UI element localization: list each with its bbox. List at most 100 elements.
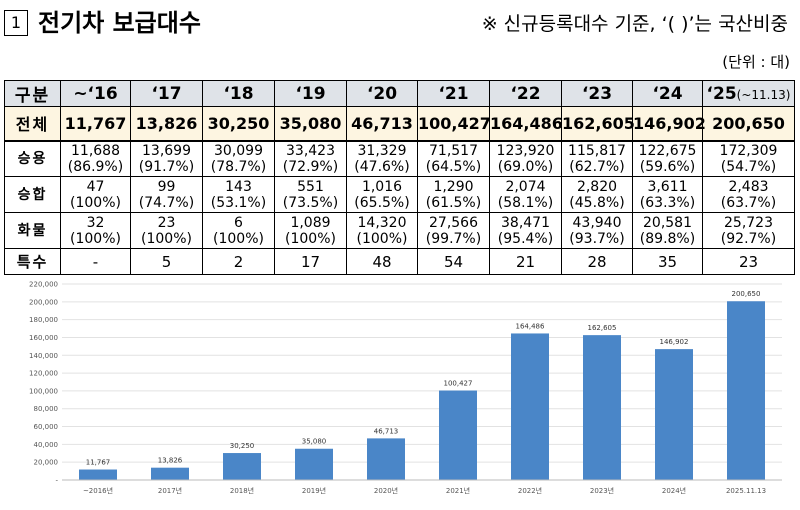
cell-value: 2,483 (728, 178, 769, 195)
table-cell: 551 (73.5%) (274, 176, 347, 213)
table-cell: 54 (417, 248, 490, 275)
table-cell: 35,080 (274, 106, 347, 141)
data-label: 162,605 (588, 324, 617, 332)
total-row: 전체 11,767 13,826 30,250 35,080 46,713 100,427 1… (4, 106, 795, 141)
cell-value: 25,723 (724, 214, 773, 231)
y-tick-label: 200,000 (29, 298, 58, 306)
bar (655, 349, 693, 480)
table-cell: 13,826 (130, 106, 203, 141)
column-header: ‘22 (489, 80, 562, 107)
column-header: ‘19 (274, 80, 347, 107)
table-cell: 28 (561, 248, 633, 275)
table-cell: 43,940 (93.7%) (561, 212, 633, 249)
ev-stats-table: 구분 ~‘16 ‘17 ‘18 ‘19 ‘20 ‘21 ‘22 ‘23 ‘24 … (4, 80, 795, 275)
data-label: 164,486 (516, 322, 545, 330)
column-header-suffix: (~11.13) (736, 87, 791, 102)
row-label: 전체 (4, 106, 61, 141)
table-cell: 3,611 (63.3%) (632, 176, 703, 213)
bar (295, 448, 333, 480)
cell-share: (63.3%) (639, 194, 696, 211)
section-title: 전기차 보급대수 (38, 9, 201, 37)
cell-value: 99 (157, 178, 176, 195)
table-cell: 1,016 (65.5%) (346, 176, 418, 213)
cell-value: 172,309 (719, 142, 778, 159)
y-tick-label: 180,000 (29, 316, 58, 324)
table-cell: 143 (53.1%) (202, 176, 275, 213)
table-cell: 38,471 (95.4%) (489, 212, 562, 249)
row-label: 화물 (4, 212, 61, 249)
table-cell: 25,723 (92.7%) (702, 212, 795, 249)
bar (511, 333, 549, 480)
cell-value: 551 (297, 178, 324, 195)
x-tick-label: 2025.11.13 (726, 487, 766, 495)
cell-share: (86.9%) (67, 158, 124, 175)
y-tick-label: 100,000 (29, 387, 58, 395)
table-cell: 11,688 (86.9%) (60, 140, 131, 177)
van-row: 승합 47 (100%) 99 (74.7%) 143 (53.1%) 551 (73.5%) 1… (4, 176, 795, 213)
table-cell: 1,089 (100%) (274, 212, 347, 249)
y-tick-label: 80,000 (34, 405, 59, 413)
truck-row: 화물 32 (100%) 23 (100%) 6 (100%) 1,089 (100%) 14,3… (4, 212, 795, 249)
data-label: 35,080 (302, 438, 327, 446)
cell-value: 1,290 (433, 178, 474, 195)
cell-value: 115,817 (568, 142, 626, 159)
cell-value: 13,699 (142, 142, 191, 159)
cell-value: 71,517 (429, 142, 478, 159)
bar (439, 390, 477, 480)
column-header: ~‘16 (60, 80, 131, 107)
table-cell: 164,486 (489, 106, 563, 141)
row-label: 승용 (4, 140, 61, 177)
passenger-row: 승용 11,688 (86.9%) 13,699 (91.7%) 30,099 (78.7%… (4, 140, 795, 177)
cell-share: (45.8%) (569, 194, 625, 211)
cell-value: 32 (86, 214, 105, 231)
cell-share: (64.5%) (425, 158, 482, 175)
y-tick-label: 20,000 (34, 459, 59, 467)
cell-share: (47.6%) (354, 158, 410, 175)
x-tick-label: 2022년 (518, 486, 542, 495)
corner-header: 구분 (4, 80, 61, 107)
cell-share: (92.7%) (720, 230, 777, 247)
cell-share: (93.7%) (569, 230, 625, 247)
bar-chart-svg: - 20,000 40,000 60,000 80,000 100,000 120,000 1… (29, 281, 782, 495)
table-cell: 2,820 (45.8%) (561, 176, 633, 213)
table-cell: 2,483 (63.7%) (702, 176, 795, 213)
data-label: 30,250 (230, 442, 255, 450)
cell-value: 38,471 (501, 214, 550, 231)
cell-value: 2,820 (576, 178, 618, 195)
cell-share: (100%) (285, 230, 336, 247)
y-tick-label: 140,000 (29, 352, 58, 360)
row-label: 승합 (4, 176, 61, 213)
cell-share: (100%) (141, 230, 192, 247)
table-cell: 14,320 (100%) (346, 212, 418, 249)
table-cell: 47 (100%) (60, 176, 131, 213)
table-cell: 99 (74.7%) (130, 176, 203, 213)
cell-share: (100%) (70, 194, 121, 211)
column-header: ‘21 (417, 80, 490, 107)
special-row: 특수 -5 2 17 48 54 21 28 35 23 (4, 248, 795, 275)
table-cell: 17 (274, 248, 347, 275)
basis-note: ※ 신규등록대수 기준, ‘( )’는 국산비중 (481, 13, 788, 35)
cell-value: 31,329 (357, 142, 407, 159)
y-tick-label: - (55, 477, 58, 485)
cell-share: (65.5%) (354, 194, 410, 211)
column-header: ‘18 (202, 80, 275, 107)
table-cell: 30,099 (78.7%) (202, 140, 275, 177)
column-header: ‘17 (130, 80, 203, 107)
cell-value: 30,099 (214, 142, 263, 159)
table-cell: 123,920 (69.0%) (489, 140, 562, 177)
bar (79, 469, 117, 480)
table-cell: 122,675 (59.6%) (632, 140, 703, 177)
y-tick-label: 220,000 (29, 281, 58, 289)
table-cell: 100,427 (417, 106, 491, 141)
cell-share: (69.0%) (497, 158, 554, 175)
column-header: ‘24 (632, 80, 703, 107)
y-tick-label: 160,000 (29, 334, 58, 342)
cell-share: (53.1%) (210, 194, 267, 211)
section-number: 1 (4, 10, 28, 36)
cell-value: 143 (225, 178, 252, 195)
cell-share: (72.9%) (282, 158, 339, 175)
cell-value: 33,423 (286, 142, 335, 159)
table-cell: 146,902 (632, 106, 706, 141)
table-cell: 32 (100%) (60, 212, 131, 249)
data-label: 200,650 (732, 290, 761, 298)
